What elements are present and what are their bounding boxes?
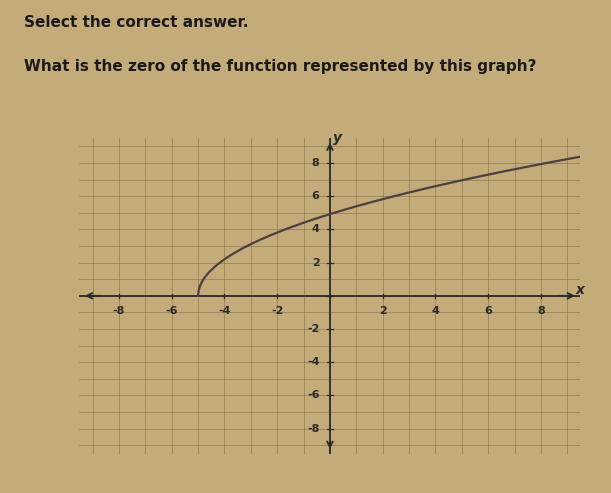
Text: 2: 2 [312, 257, 320, 268]
Text: -8: -8 [113, 306, 125, 316]
Text: What is the zero of the function represented by this graph?: What is the zero of the function represe… [24, 59, 537, 74]
Text: -6: -6 [307, 390, 320, 400]
Text: Select the correct answer.: Select the correct answer. [24, 15, 249, 30]
Text: -8: -8 [307, 423, 320, 434]
Text: 4: 4 [312, 224, 320, 234]
Text: y: y [334, 131, 342, 145]
Text: 2: 2 [379, 306, 387, 316]
Text: -4: -4 [307, 357, 320, 367]
Text: x: x [576, 283, 585, 297]
Text: 8: 8 [537, 306, 545, 316]
Text: 6: 6 [312, 191, 320, 201]
Text: -6: -6 [166, 306, 178, 316]
Text: 8: 8 [312, 158, 320, 168]
Text: -2: -2 [271, 306, 284, 316]
Text: -2: -2 [307, 324, 320, 334]
Text: 6: 6 [485, 306, 492, 316]
Text: 4: 4 [431, 306, 439, 316]
Text: -4: -4 [218, 306, 231, 316]
